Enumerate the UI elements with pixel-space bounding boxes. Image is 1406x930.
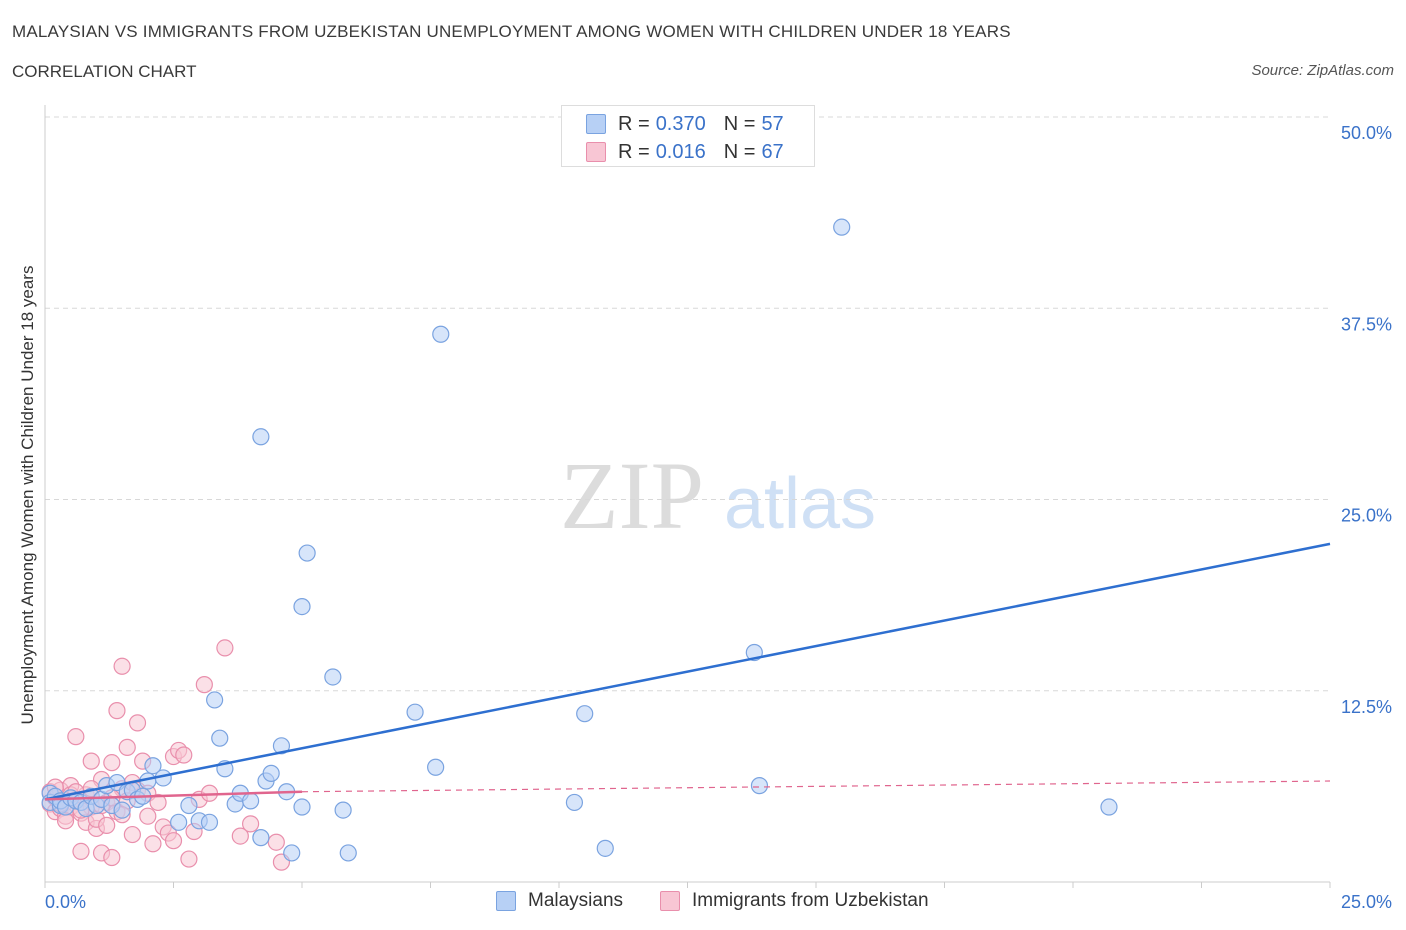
axes <box>44 105 1331 888</box>
series-legend: Malaysians Immigrants from Uzbekistan <box>0 888 1406 916</box>
malaysians-point <box>283 844 301 862</box>
uzbekistan-point <box>267 833 285 851</box>
malaysians-point <box>565 793 584 812</box>
uzbekistan-point <box>123 825 141 844</box>
uzbekistan-point <box>164 832 183 850</box>
malaysians-point <box>262 764 280 782</box>
watermark: ZIP atlas <box>560 442 876 549</box>
x-tick-label: 0.0% <box>45 892 86 912</box>
legend-item-uzbekistan: Immigrants from Uzbekistan <box>660 890 929 912</box>
series-uzbekistan-points <box>41 639 291 871</box>
malaysians-trend-line <box>44 542 1331 801</box>
malaysians-point <box>144 757 162 775</box>
uzbekistan-point <box>144 835 162 853</box>
legend-r-value: 0.016 <box>655 140 706 163</box>
uzbekistan-point <box>118 738 136 756</box>
malaysians-point <box>750 777 769 795</box>
series-malaysians-points <box>41 218 1118 862</box>
y-tick-label: 12.5% <box>1341 697 1392 717</box>
malaysians-point <box>252 428 270 446</box>
malaysians-point <box>200 813 219 831</box>
uzbekistan-point <box>72 842 90 861</box>
malaysians-point <box>293 597 311 616</box>
watermark-zip: ZIP <box>560 442 704 549</box>
uzbekistan-point <box>103 754 121 772</box>
malaysians-point <box>293 798 311 816</box>
malaysians-point <box>432 325 450 343</box>
malaysians-point <box>272 737 291 755</box>
source-label: Source: ZipAtlas.com <box>1251 62 1394 79</box>
uzbekistan-point <box>82 752 100 770</box>
legend-n-value: 57 <box>761 112 784 135</box>
legend-row-malaysians: R = 0.370 N = 57 <box>586 112 784 136</box>
uzbekistan-point <box>231 827 249 845</box>
malaysians-point <box>252 829 270 847</box>
malaysians-point <box>170 813 188 831</box>
malaysians-point <box>406 703 424 721</box>
uzbekistan-point <box>216 639 234 657</box>
watermark-atlas: atlas <box>724 464 876 544</box>
uzbekistan-point <box>113 657 131 675</box>
malaysians-point <box>833 218 851 236</box>
uzbekistan-point <box>195 676 213 694</box>
malaysians-point <box>324 668 342 686</box>
malaysians-point <box>180 796 198 815</box>
legend-row-uzbekistan: R = 0.016 N = 67 <box>586 140 784 164</box>
legend-n-label: N = <box>723 140 756 163</box>
correlation-legend: R = 0.370 N = 57 R = 0.016 N = 67 <box>561 105 815 167</box>
malaysians-point <box>1100 798 1118 816</box>
y-tick-label: 25.0% <box>1341 506 1392 526</box>
malaysians-point <box>113 801 131 819</box>
legend-swatch-pink <box>660 891 680 911</box>
malaysians-point <box>206 691 224 709</box>
chart-subtitle: CORRELATION CHART <box>12 62 197 81</box>
uzbekistan-point <box>175 746 193 764</box>
uzbekistan-trend-line <box>44 790 303 801</box>
legend-r-value: 0.370 <box>655 112 706 135</box>
uzbekistan-trend-extension <box>301 780 1331 793</box>
y-tick-label: 50.0% <box>1341 123 1392 143</box>
gridlines <box>45 116 1330 692</box>
legend-swatch-blue <box>496 891 516 911</box>
legend-label-malaysians: Malaysians <box>528 890 624 911</box>
legend-swatch-pink <box>586 142 606 162</box>
malaysians-point <box>211 729 229 747</box>
uzbekistan-point <box>180 850 198 868</box>
uzbekistan-point <box>108 702 126 720</box>
uzbekistan-point <box>128 714 147 732</box>
malaysians-point <box>576 705 594 723</box>
malaysians-point <box>596 839 614 857</box>
tick-labels: 12.5% 25.0% 37.5% 50.0% 0.0% 25.0% <box>45 123 1392 912</box>
malaysians-point <box>242 792 260 810</box>
uzbekistan-point <box>242 815 260 833</box>
uzbekistan-point <box>149 793 167 812</box>
chart-title: MALAYSIAN VS IMMIGRANTS FROM UZBEKISTAN … <box>12 22 1011 41</box>
legend-label-uzbekistan: Immigrants from Uzbekistan <box>692 890 929 911</box>
legend-n-value: 67 <box>761 140 784 163</box>
uzbekistan-point <box>67 728 85 746</box>
x-tick-label: 25.0% <box>1341 892 1392 912</box>
trend-lines <box>44 542 1331 801</box>
malaysians-point <box>427 758 445 776</box>
legend-swatch-blue <box>586 114 606 134</box>
y-axis-label: Unemployment Among Women with Children U… <box>18 266 37 725</box>
y-tick-label: 37.5% <box>1341 314 1392 334</box>
uzbekistan-point <box>103 848 121 867</box>
legend-r-label: R = <box>618 140 650 163</box>
malaysians-point <box>334 801 352 819</box>
uzbekistan-point <box>98 816 116 834</box>
legend-item-malaysians: Malaysians <box>496 890 623 912</box>
uzbekistan-point <box>139 807 157 825</box>
malaysians-point <box>298 544 316 562</box>
malaysians-point <box>339 844 357 862</box>
legend-r-label: R = <box>618 112 650 135</box>
legend-n-label: N = <box>723 112 756 135</box>
